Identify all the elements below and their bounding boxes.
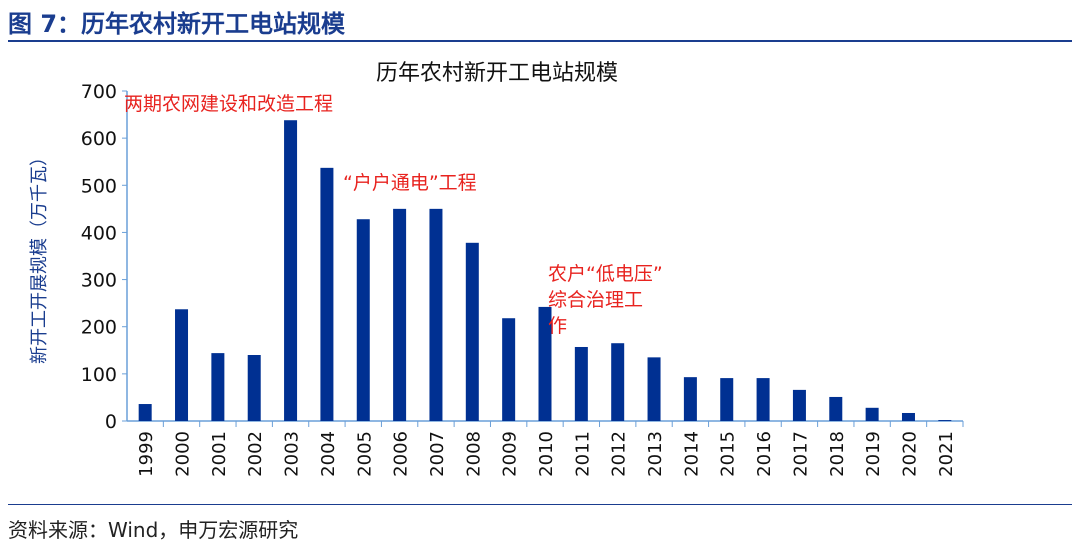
annotation-1: “户户通电”工程 [343,172,477,194]
x-tick-label: 2015 [718,431,739,477]
x-tick-label: 2005 [354,431,375,477]
source-note: 资料来源：Wind，申万宏源研究 [8,518,299,542]
x-tick-label: 2021 [936,431,957,477]
x-tick-label: 2018 [827,431,848,477]
bar-1999 [138,404,152,421]
bar-2004 [320,167,334,421]
x-tick-label: 2010 [536,431,557,477]
bar-2008 [465,242,479,421]
bar-2007 [429,208,443,421]
figure-title: 图 7：历年农村新开工电站规模 [8,10,346,38]
y-tick-label: 400 [81,222,117,244]
bar-2003 [284,120,298,421]
annotation-2: 农户“低电压” [548,263,663,285]
x-tick-label: 2008 [463,431,484,477]
bottom-rule [8,504,1072,505]
y-tick-label: 0 [105,411,117,433]
x-tick-label: 2001 [209,431,230,477]
bar-2017 [792,389,806,421]
bar-2001 [211,353,225,421]
x-tick-label: 2011 [572,431,593,477]
bar-2018 [829,396,843,421]
y-tick-label: 100 [81,364,117,386]
y-tick-label: 600 [81,128,117,150]
top-rule [8,40,1072,42]
annotation-2: 综合治理工 [548,289,643,311]
x-tick-label: 2000 [173,431,194,477]
bar-2020 [901,412,915,421]
x-tick-label: 2012 [609,431,630,477]
bar-2019 [865,407,879,421]
bar-2016 [756,378,770,421]
bar-2002 [247,355,261,421]
chart-title: 历年农村新开工电站规模 [376,61,618,86]
bar-2021 [938,420,952,421]
y-tick-label: 500 [81,175,117,197]
y-tick-label: 700 [81,81,117,103]
y-tick-label: 300 [81,270,117,292]
annotation-2: 作 [548,315,567,337]
x-tick-label: 2007 [427,431,448,477]
bar-2009 [502,318,516,421]
x-tick-label: 1999 [136,431,157,477]
x-tick-label: 2017 [790,431,811,477]
bar-2005 [356,219,370,421]
y-tick-label: 200 [81,317,117,339]
bar-2010 [538,306,552,421]
bar-2011 [574,346,588,421]
bar-2014 [683,377,697,421]
x-tick-label: 2014 [681,431,702,477]
x-tick-label: 2016 [754,431,775,477]
y-axis-label: 新开工开展规模（万千瓦） [29,148,50,364]
bar-2006 [393,208,407,421]
x-tick-label: 2002 [245,431,266,477]
x-tick-label: 2004 [318,431,339,477]
x-tick-label: 2013 [645,431,666,477]
bar-2012 [611,343,625,421]
bar-2013 [647,357,661,421]
x-tick-label: 2003 [282,431,303,477]
x-tick-label: 2009 [500,431,521,477]
annotation-0: 两期农网建设和改造工程 [124,93,333,115]
x-tick-label: 2006 [391,431,412,477]
bar-2000 [175,309,189,421]
bar-2015 [720,378,734,421]
x-tick-label: 2019 [863,431,884,477]
x-tick-label: 2020 [899,431,920,477]
